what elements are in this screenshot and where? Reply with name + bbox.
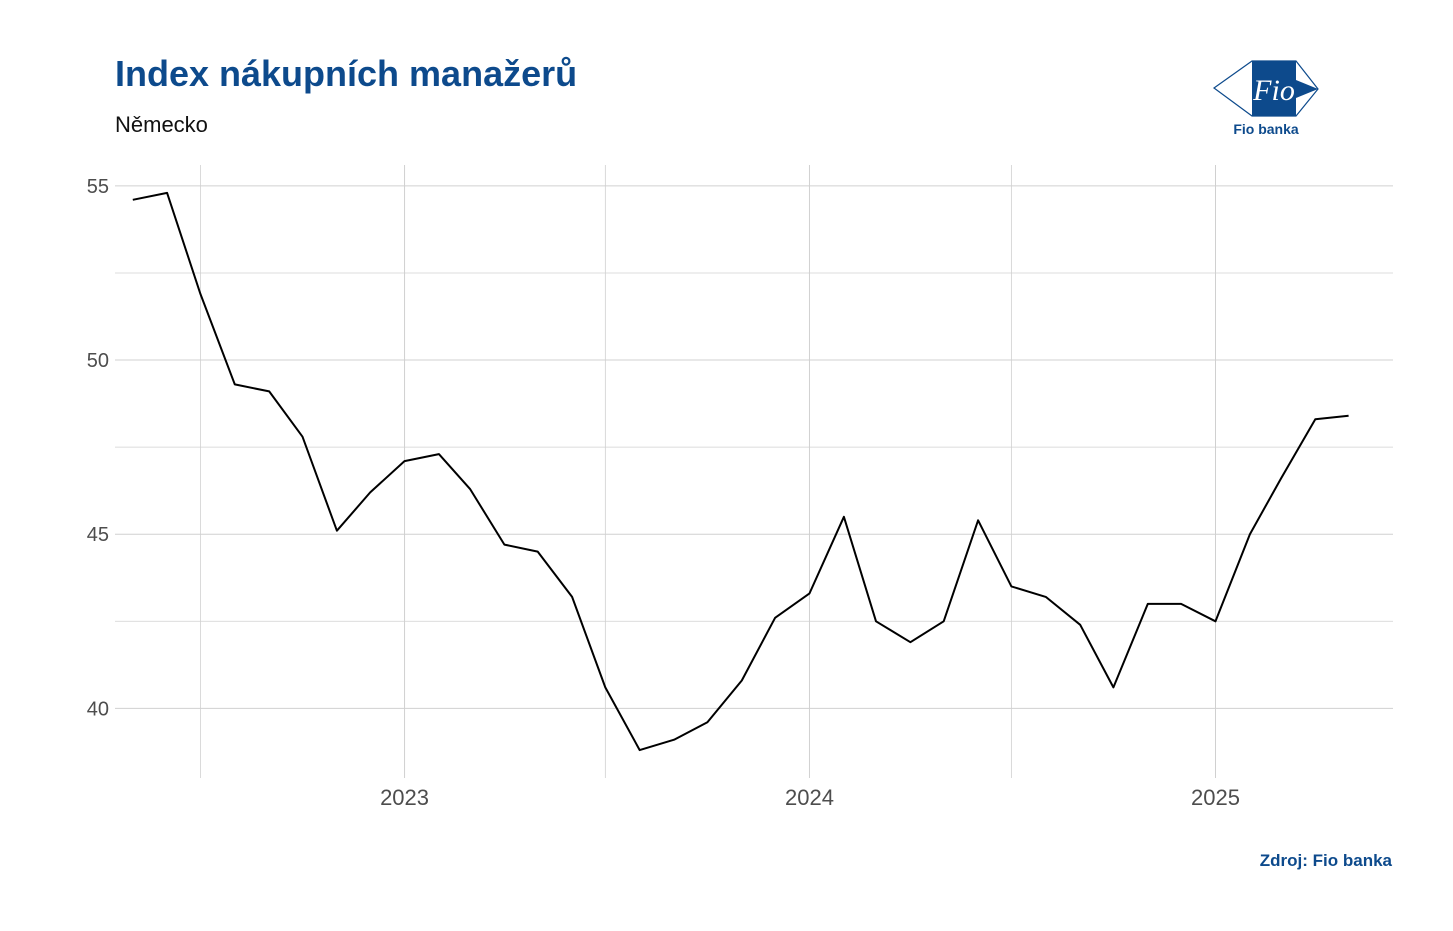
x-axis-ticks: 2023 2024 2025 <box>380 785 1240 810</box>
y-tick-label: 55 <box>87 176 109 198</box>
y-tick-label: 50 <box>87 350 109 372</box>
x-tick-label: 2023 <box>380 785 429 810</box>
y-tick-label: 40 <box>87 698 109 720</box>
y-tick-label: 45 <box>87 524 109 546</box>
y-axis-ticks: 40 45 50 55 <box>87 176 109 720</box>
logo-flag-fill <box>1252 61 1296 116</box>
fio-banka-logo: Fio <box>1212 60 1319 117</box>
chart-title: Index nákupních manažerů <box>115 53 578 94</box>
x-tick-label: 2024 <box>785 785 834 810</box>
series-line-germany-pmi <box>132 191 1349 752</box>
logo-label: Fio banka <box>1233 121 1299 137</box>
logo-mark-text: Fio <box>1252 74 1295 107</box>
source-note: Zdroj: Fio banka <box>1259 851 1392 870</box>
chart-subtitle: Německo <box>115 112 208 137</box>
chart-grid <box>115 165 1393 778</box>
logo-flag-right <box>1296 80 1318 98</box>
x-tick-label: 2025 <box>1191 785 1240 810</box>
